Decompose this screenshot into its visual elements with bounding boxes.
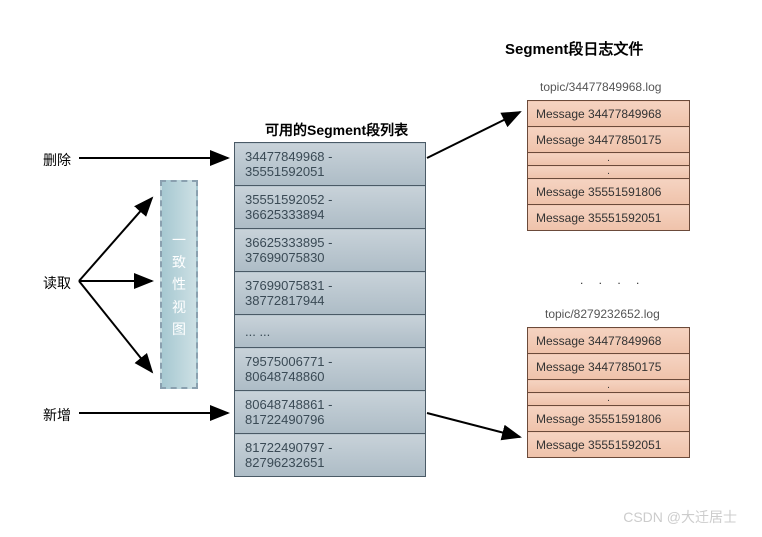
arrow-to-log2 [427,413,520,437]
arrow-read-top [79,198,152,281]
arrow-read-bot [79,281,152,372]
arrow-to-log1 [427,112,520,158]
arrows-layer [0,0,762,537]
